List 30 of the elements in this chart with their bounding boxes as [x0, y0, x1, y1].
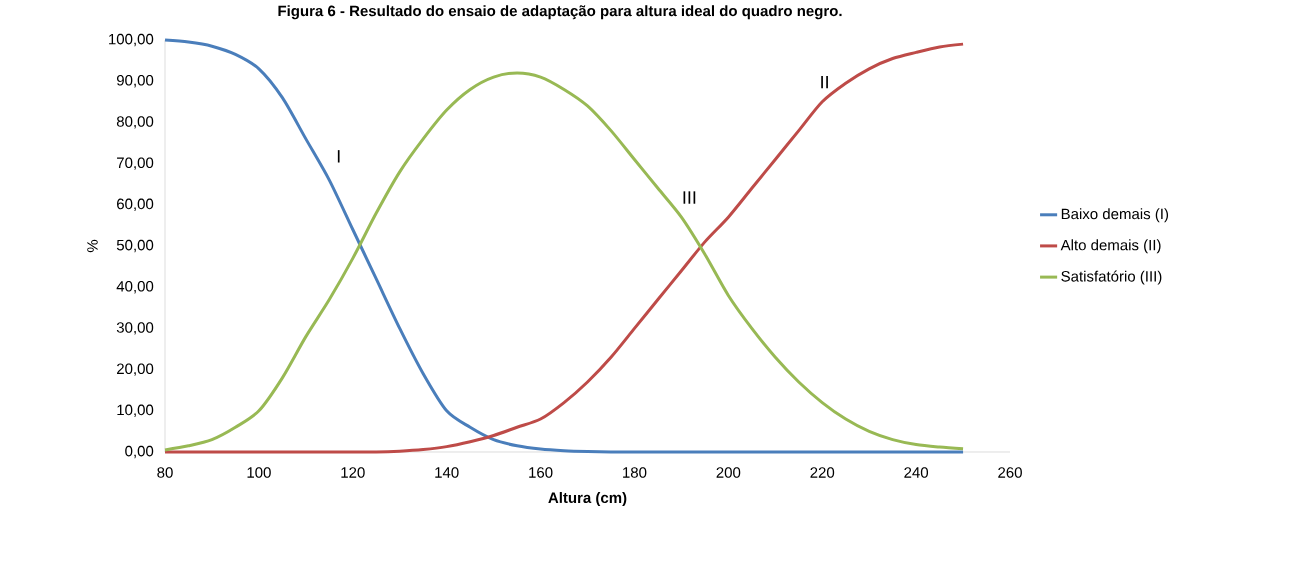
- x-tick-label: 240: [904, 467, 929, 478]
- y-tick-label: 0,00: [125, 445, 154, 459]
- x-tick-label: 180: [623, 467, 647, 478]
- x-tick-label: 80: [157, 467, 173, 478]
- x-tick-label: 160: [529, 467, 553, 478]
- x-axis-title: Altura (cm): [548, 492, 627, 506]
- legend-label: Alto demais (II): [1060, 239, 1161, 254]
- y-axis-title: %: [87, 239, 98, 253]
- x-tick-label: 140: [435, 467, 459, 478]
- y-tick-label: 10,00: [117, 404, 154, 417]
- annotation: I: [337, 150, 340, 163]
- y-tick-label: 70,00: [117, 157, 154, 170]
- annotation: III: [683, 191, 696, 204]
- y-tick-label: 40,00: [116, 281, 154, 294]
- y-tick-label: 90,00: [116, 75, 154, 88]
- y-tick-label: 30,00: [116, 322, 154, 335]
- x-tick-label: 120: [341, 467, 365, 478]
- y-tick-label: 100,00: [109, 33, 154, 47]
- x-tick-label: 220: [810, 467, 835, 478]
- legend-label: Satisfatório (III): [1061, 270, 1162, 285]
- y-tick-label: 50,00: [116, 239, 154, 253]
- x-tick-label: 260: [998, 467, 1022, 478]
- y-tick-label: 20,00: [117, 363, 154, 376]
- x-tick-label: 100: [247, 467, 271, 478]
- annotation: II: [821, 75, 828, 89]
- y-tick-label: 80,00: [116, 116, 154, 129]
- x-tick-label: 200: [716, 467, 741, 478]
- y-tick-label: 60,00: [117, 198, 154, 211]
- legend-label: Baixo demais (I): [1061, 208, 1169, 223]
- chart-title: Figura 6 - Resultado do ensaio de adaptação para altura ideal do quadro negro.: [278, 5, 842, 20]
